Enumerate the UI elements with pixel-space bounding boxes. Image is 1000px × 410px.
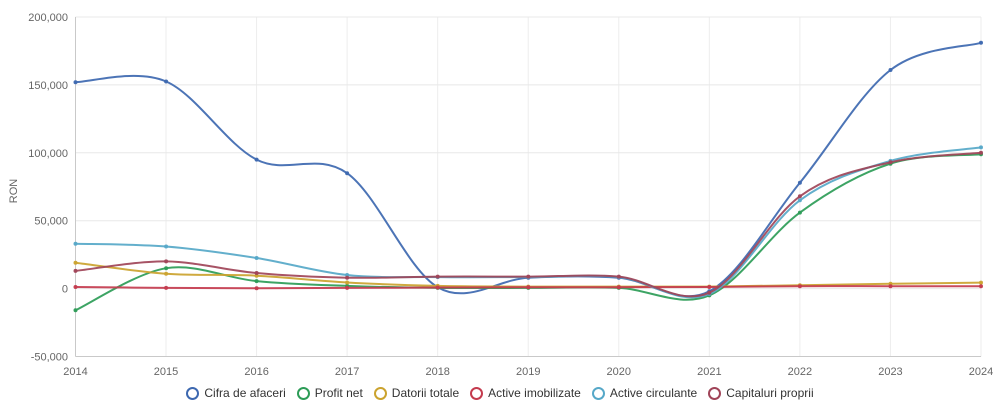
axis-labels: 200,000 150,000 100,000 50,000 0 -50,000 2014 2… — [28, 12, 993, 378]
data-point-cifra-de-afaceri[interactable] — [979, 40, 983, 45]
data-point-capitaluri-proprii[interactable] — [707, 290, 712, 295]
legend-label: Profit net — [314, 386, 363, 400]
legend-ring-icon — [591, 386, 605, 400]
data-point-capitaluri-proprii[interactable] — [979, 150, 983, 155]
legend-item-cifra-de-afaceri[interactable]: Cifra de afaceri — [186, 386, 286, 400]
y-tick-label: 50,000 — [34, 216, 68, 228]
data-point-datorii-totale[interactable] — [345, 280, 350, 285]
data-point-active-imobilizate[interactable] — [797, 284, 802, 289]
legend-ring-icon — [470, 386, 484, 400]
data-point-profit-net[interactable] — [164, 266, 169, 271]
legend-label: Cifra de afaceri — [204, 386, 286, 400]
data-point-capitaluri-proprii[interactable] — [435, 274, 440, 279]
data-point-active-circulante[interactable] — [797, 198, 802, 203]
data-point-datorii-totale[interactable] — [979, 280, 983, 285]
data-point-active-imobilizate[interactable] — [616, 285, 621, 290]
data-point-profit-net[interactable] — [73, 308, 78, 313]
legend-ring-icon — [708, 386, 722, 400]
data-point-datorii-totale[interactable] — [164, 271, 169, 276]
data-point-active-imobilizate[interactable] — [526, 285, 531, 290]
legend-item-active-imobilizate[interactable]: Active imobilizate — [470, 386, 581, 400]
y-tick-label: 200,000 — [28, 12, 68, 24]
data-point-capitaluri-proprii[interactable] — [888, 160, 893, 165]
data-point-cifra-de-afaceri[interactable] — [888, 68, 893, 72]
data-point-active-imobilizate[interactable] — [979, 284, 983, 289]
data-point-capitaluri-proprii[interactable] — [797, 194, 802, 199]
legend-ring-icon — [373, 386, 387, 400]
x-tick-label: 2019 — [516, 366, 540, 378]
x-tick-label: 2014 — [63, 366, 87, 378]
axes — [75, 17, 981, 357]
legend-item-datorii-totale[interactable]: Datorii totale — [373, 386, 460, 400]
legend-label: Active imobilizate — [488, 386, 581, 400]
data-point-active-circulante[interactable] — [254, 256, 259, 260]
x-tick-label: 2023 — [878, 366, 902, 378]
data-point-active-imobilizate[interactable] — [254, 286, 259, 291]
data-point-capitaluri-proprii[interactable] — [345, 275, 350, 280]
data-point-active-imobilizate[interactable] — [707, 285, 712, 289]
chart-legend: Cifra de afaceri Profit net Datorii totale… — [0, 383, 1000, 403]
data-point-active-imobilizate[interactable] — [435, 285, 440, 290]
x-tick-label: 2021 — [697, 366, 721, 378]
legend-item-active-circulante[interactable]: Active circulante — [591, 386, 698, 400]
data-point-capitaluri-proprii[interactable] — [164, 259, 169, 264]
data-point-capitaluri-proprii[interactable] — [616, 274, 621, 279]
data-point-active-imobilizate[interactable] — [164, 285, 169, 290]
data-point-active-imobilizate[interactable] — [345, 285, 350, 290]
data-point-capitaluri-proprii[interactable] — [526, 274, 531, 279]
legend-label: Capitaluri proprii — [726, 386, 814, 400]
legend-label: Datorii totale — [391, 386, 460, 400]
data-point-capitaluri-proprii[interactable] — [73, 268, 78, 273]
x-tick-label: 2017 — [335, 366, 359, 378]
data-point-active-circulante[interactable] — [164, 244, 169, 249]
y-axis-title: RON — [8, 179, 20, 204]
legend-item-profit-net[interactable]: Profit net — [296, 386, 363, 400]
x-tick-label: 2022 — [788, 366, 812, 378]
y-tick-label: 0 — [62, 284, 68, 296]
data-point-active-imobilizate[interactable] — [73, 285, 78, 289]
series-lines — [73, 40, 983, 313]
legend-ring-icon — [186, 386, 200, 400]
y-tick-label: 150,000 — [28, 80, 68, 92]
data-point-cifra-de-afaceri[interactable] — [73, 80, 78, 85]
x-tick-label: 2016 — [244, 366, 268, 378]
y-tick-label: -50,000 — [31, 352, 68, 364]
data-point-cifra-de-afaceri[interactable] — [254, 157, 259, 162]
data-point-active-imobilizate[interactable] — [888, 284, 893, 289]
legend-label: Active circulante — [609, 386, 698, 400]
x-tick-label: 2024 — [969, 366, 993, 378]
x-tick-label: 2015 — [154, 366, 178, 378]
data-point-datorii-totale[interactable] — [73, 260, 78, 265]
x-tick-label: 2020 — [607, 366, 631, 378]
data-point-cifra-de-afaceri[interactable] — [164, 79, 169, 84]
data-point-active-circulante[interactable] — [979, 145, 983, 150]
gridlines — [75, 16, 982, 357]
data-point-profit-net[interactable] — [254, 279, 259, 284]
data-point-cifra-de-afaceri[interactable] — [797, 180, 802, 185]
data-point-active-circulante[interactable] — [73, 241, 78, 246]
y-tick-label: 100,000 — [28, 148, 68, 160]
data-point-profit-net[interactable] — [797, 210, 802, 215]
x-tick-label: 2018 — [425, 366, 449, 378]
data-point-capitaluri-proprii[interactable] — [254, 271, 259, 275]
legend-ring-icon — [296, 386, 310, 400]
data-point-cifra-de-afaceri[interactable] — [345, 171, 350, 176]
series-line-capitaluri-proprii[interactable] — [74, 151, 982, 298]
legend-item-capitaluri-proprii[interactable]: Capitaluri proprii — [708, 386, 814, 400]
